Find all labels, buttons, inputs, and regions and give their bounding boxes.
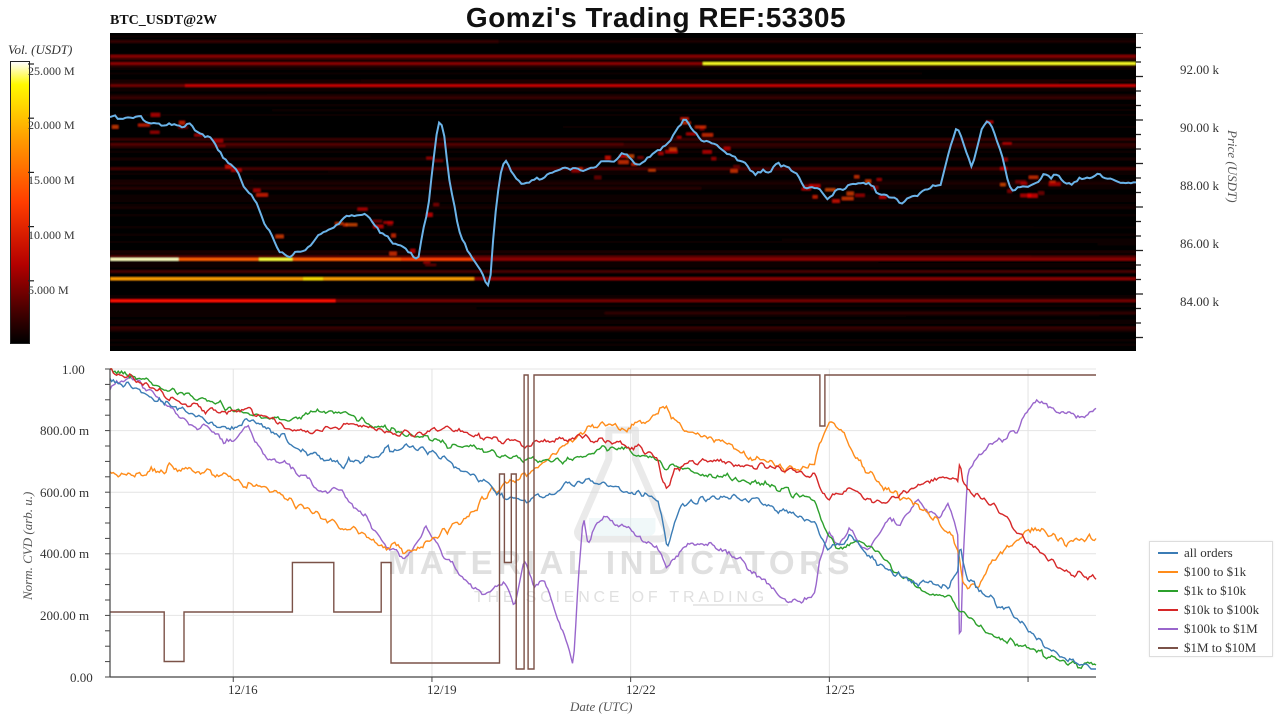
svg-text:$10k to $100k: $10k to $100k: [1184, 602, 1260, 617]
svg-text:$1k to $10k: $1k to $10k: [1184, 583, 1247, 598]
svg-text:all orders: all orders: [1184, 545, 1233, 560]
svg-text:MATERIAL INDICATORS: MATERIAL INDICATORS: [388, 544, 854, 581]
svg-text:$100 to $1k: $100 to $1k: [1184, 564, 1247, 579]
svg-text:$1M to $10M: $1M to $10M: [1184, 640, 1257, 655]
svg-text:$100k to $1M: $100k to $1M: [1184, 621, 1258, 636]
